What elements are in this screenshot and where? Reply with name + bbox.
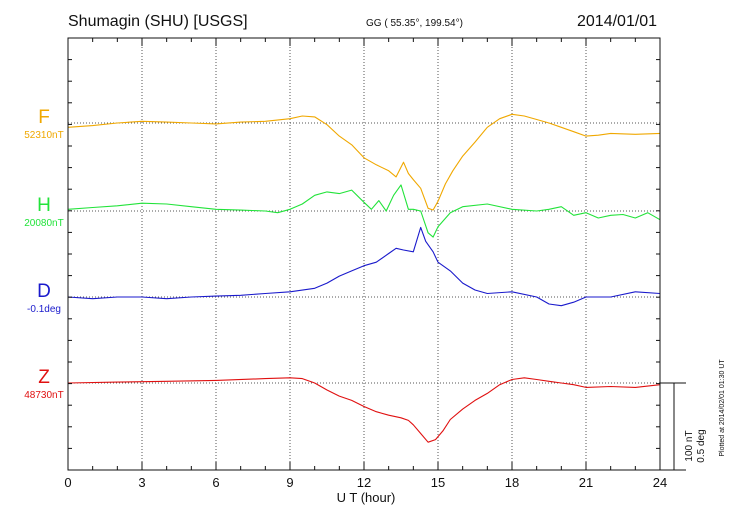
trace-label-d: D -0.1deg [4, 282, 84, 316]
date-label: 2014/01/01 [577, 13, 658, 30]
trace-letter-z: Z [38, 367, 50, 388]
scale-nt-label: 100 nT [684, 430, 695, 461]
x-tick-label: 21 [579, 475, 593, 490]
plotted-timestamp: Plotted at 2014/02/01 01:30 UT [719, 359, 726, 457]
x-tick-label: 15 [431, 475, 445, 490]
trace-label-z: Z 48730nT [4, 368, 84, 402]
series-line-z [67, 377, 661, 443]
grid [68, 38, 660, 470]
trace-baseline-d: -0.1deg [27, 304, 61, 315]
series-line-h [67, 184, 661, 238]
x-tick-label: 9 [286, 475, 293, 490]
x-tick-label: 0 [64, 475, 71, 490]
trace-letter-h: H [37, 195, 51, 216]
trace-letter-f: F [38, 107, 50, 128]
trace-baseline-f: 52310nT [24, 130, 64, 141]
x-tick-label: 3 [138, 475, 145, 490]
series-line-f [67, 113, 661, 211]
trace-baseline-z: 48730nT [24, 390, 64, 401]
trace-letter-d: D [37, 281, 51, 302]
trace-baseline-h: 20080nT [24, 218, 64, 229]
coordinates-label: GG ( 55.35°, 199.54°) [366, 18, 463, 29]
scale-bar: 100 nT 0.5 deg [660, 382, 707, 471]
scale-deg-label: 0.5 deg [696, 429, 707, 462]
x-axis-ticks: 0 3 6 9 12 15 18 21 24 [64, 38, 667, 490]
series-line-d [67, 226, 661, 307]
x-tick-label: 6 [212, 475, 219, 490]
x-tick-label: 24 [653, 475, 667, 490]
x-tick-label: 18 [505, 475, 519, 490]
x-axis-title: U T (hour) [337, 490, 396, 505]
trace-label-h: H 20080nT [4, 196, 84, 230]
x-tick-label: 12 [357, 475, 371, 490]
series-lines [67, 113, 661, 443]
trace-label-f: F 52310nT [4, 108, 84, 142]
station-title: Shumagin (SHU) [USGS] [68, 13, 248, 30]
